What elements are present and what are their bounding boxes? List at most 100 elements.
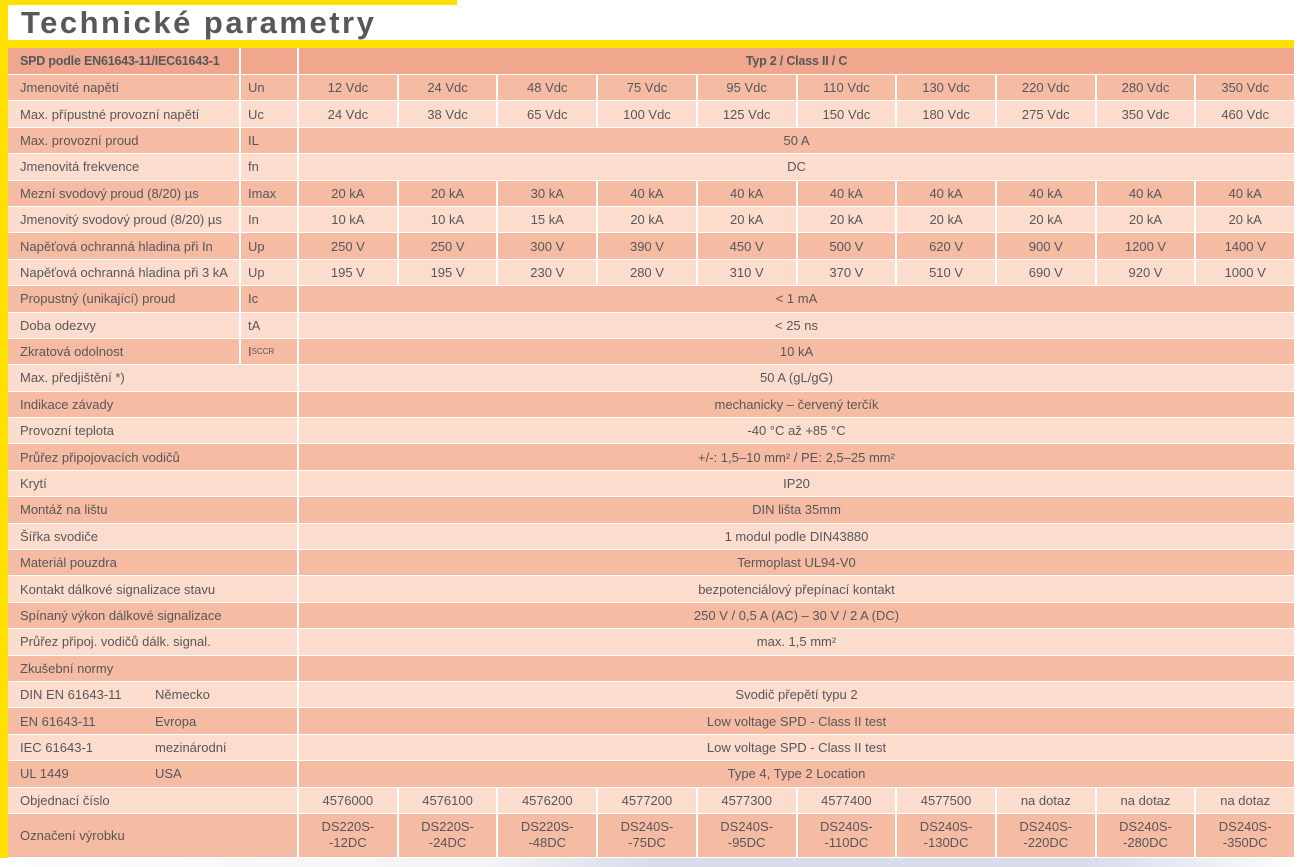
accent-title-underline (8, 40, 1294, 48)
table-row: Průřez připoj. vodičů dálk. signal. max. … (8, 629, 1294, 656)
param-label: Mezní svodový proud (8/20) µs (8, 180, 241, 207)
param-value: 180 Vdc (897, 101, 997, 128)
param-value: 1400 V (1196, 233, 1295, 260)
param-value: 20 kA (598, 206, 698, 234)
param-value: 15 kA (498, 206, 599, 234)
param-symbol: Up (241, 233, 299, 260)
param-value: 75 Vdc (598, 75, 698, 102)
param-value: DS240S- -95DC (697, 813, 798, 858)
param-value: 30 kA (498, 180, 599, 207)
param-value: 40 kA (797, 180, 898, 207)
header-type-label: Typ 2 / Class II / C (299, 48, 1294, 75)
param-label: DIN EN 61643-11 Německo (8, 681, 299, 709)
table-row: Objednací číslo 4576000 4576100 4576200 4577… (8, 787, 1295, 814)
table-row: EN 61643-11 Evropa Low voltage SPD - Class… (8, 708, 1294, 735)
param-label: EN 61643-11 Evropa (8, 708, 299, 735)
param-value: DS240S- -130DC (897, 813, 997, 858)
param-label: Napěťová ochranná hladina při 3 kA (8, 259, 241, 287)
param-value: DS220S- -24DC (398, 813, 499, 858)
param-label: Jmenovitý svodový proud (8/20) µs (8, 206, 241, 234)
param-value: 40 kA (598, 180, 698, 207)
table-row: IEC 61643-1 mezinárodní Low voltage SPD - … (8, 734, 1294, 762)
param-value: 920 V (1096, 259, 1197, 287)
param-value: Low voltage SPD - Class II test (299, 708, 1294, 735)
param-label: Krytí (8, 470, 299, 498)
param-value: DS240S- -280DC (1096, 813, 1197, 858)
param-label: Zkratová odolnost (8, 338, 241, 366)
param-label: Spínaný výkon dálkové signalizace (8, 602, 299, 630)
param-value: 95 Vdc (697, 75, 798, 102)
param-value: 20 kA (299, 180, 399, 207)
table-header-row: SPD podle EN61643-11/IEC61643-1 Typ 2 / … (8, 48, 1294, 75)
param-value: Termoplast UL94-V0 (299, 550, 1294, 577)
param-value: 1 modul podle DIN43880 (299, 523, 1294, 551)
param-value: 1200 V (1096, 233, 1197, 260)
param-value: 150 Vdc (797, 101, 898, 128)
param-value: 220 Vdc (996, 75, 1097, 102)
param-label: IEC 61643-1 mezinárodní (8, 734, 299, 762)
param-label: Průřez připoj. vodičů dálk. signal. (8, 629, 299, 656)
param-value: 690 V (996, 259, 1097, 287)
norm-name: IEC 61643-1 (20, 739, 93, 755)
param-value: 20 kA (996, 206, 1097, 234)
param-value: DC (299, 154, 1294, 181)
param-value: DS220S- -48DC (498, 813, 599, 858)
param-value: 310 V (697, 259, 798, 287)
param-value: 4577300 (697, 787, 798, 814)
param-value: 10 kA (299, 206, 399, 234)
param-value: IP20 (299, 470, 1294, 498)
param-value: 20 kA (398, 180, 499, 207)
table-row: Max. předjištění *) 50 A (gL/gG) (8, 365, 1294, 392)
param-symbol: In (241, 206, 299, 234)
param-value: 38 Vdc (398, 101, 499, 128)
param-symbol: I SCCR (241, 338, 299, 366)
table-row: Propustný (unikající) proud Ic < 1 mA (8, 286, 1294, 313)
table-row: Max. přípustné provozní napětí Uc 24 Vdc 38… (8, 101, 1295, 128)
table-row: DIN EN 61643-11 Německo Svodič přepětí typ… (8, 681, 1294, 709)
table-row: Max. provozní proud IL 50 A (8, 127, 1294, 155)
param-value (299, 655, 1294, 682)
header-symbol-spacer (241, 48, 299, 75)
param-value: 350 Vdc (1096, 101, 1197, 128)
param-value: DS240S- -110DC (797, 813, 898, 858)
table-row: Materiál pouzdra Termoplast UL94-V0 (8, 550, 1294, 577)
table-row: Jmenovitá frekvence fn DC (8, 154, 1294, 181)
param-value: 300 V (498, 233, 599, 260)
param-label: Doba odezvy (8, 312, 241, 339)
param-value: 500 V (797, 233, 898, 260)
param-value: na dotaz (996, 787, 1097, 814)
param-value: 20 kA (1196, 206, 1295, 234)
param-value: 10 kA (398, 206, 499, 234)
param-label: Zkušební normy (8, 655, 299, 682)
param-value: 450 V (697, 233, 798, 260)
table-row: Označení výrobku DS220S- -12DC DS220S- -24… (8, 813, 1295, 858)
param-value: 250 V (299, 233, 399, 260)
table-row: Indikace závady mechanicky – červený terč… (8, 391, 1294, 419)
param-value: 130 Vdc (897, 75, 997, 102)
param-value: < 25 ns (299, 312, 1294, 339)
param-value: 460 Vdc (1196, 101, 1295, 128)
param-value: 20 kA (897, 206, 997, 234)
param-value: 4577200 (598, 787, 698, 814)
param-symbol: Un (241, 75, 299, 102)
param-value: < 1 mA (299, 286, 1294, 313)
title-block: Technické parametry (8, 0, 457, 40)
param-label: Propustný (unikající) proud (8, 286, 241, 313)
param-label: Materiál pouzdra (8, 550, 299, 577)
param-symbol: tA (241, 312, 299, 339)
param-symbol: Ic (241, 286, 299, 313)
param-value: 370 V (797, 259, 898, 287)
param-value: 48 Vdc (498, 75, 599, 102)
param-value: na dotaz (1096, 787, 1197, 814)
param-symbol: Uc (241, 101, 299, 128)
table-row: UL 1449 USA Type 4, Type 2 Location (8, 761, 1294, 788)
param-value: Svodič přepětí typu 2 (299, 681, 1294, 709)
param-label: Jmenovitá frekvence (8, 154, 241, 181)
param-value: 230 V (498, 259, 599, 287)
param-value: 275 Vdc (996, 101, 1097, 128)
norm-region: Evropa (155, 713, 197, 729)
page-title: Technické parametry (21, 5, 377, 40)
param-symbol: IL (241, 127, 299, 155)
param-value: 195 V (398, 259, 499, 287)
